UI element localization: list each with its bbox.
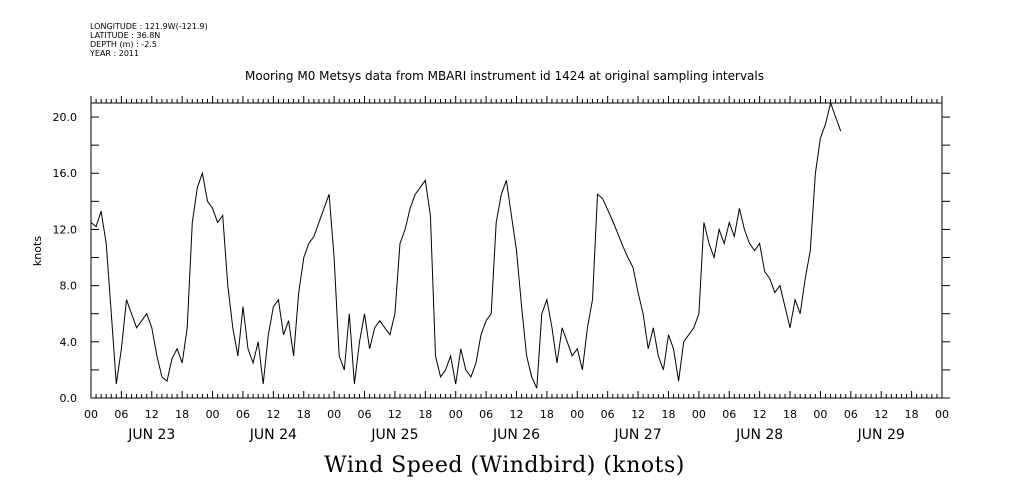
x-tick-label: 06 xyxy=(358,408,372,421)
y-axis-label: knots xyxy=(31,236,44,266)
chart-series xyxy=(90,101,842,389)
day-label: JUN 29 xyxy=(857,427,905,443)
y-tick-label: 12.0 xyxy=(53,223,78,236)
x-tick-label: 00 xyxy=(813,408,827,421)
y-tick-label: 8.0 xyxy=(60,280,78,293)
x-tick-label: 18 xyxy=(905,408,919,421)
day-label: JUN 28 xyxy=(735,427,783,443)
x-tick-label: 18 xyxy=(175,408,189,421)
x-tick-label: 00 xyxy=(570,408,584,421)
x-tick-label: 06 xyxy=(236,408,250,421)
x-tick-label: 00 xyxy=(935,408,949,421)
x-tick-label: 06 xyxy=(601,408,615,421)
x-tick-label: 12 xyxy=(388,408,402,421)
x-tick-label: 12 xyxy=(631,408,645,421)
x-tick-label: 12 xyxy=(266,408,280,421)
y-tick-label: 0.0 xyxy=(60,392,78,405)
x-tick-label: 18 xyxy=(661,408,675,421)
x-tick-label: 12 xyxy=(145,408,159,421)
y-tick-label: 16.0 xyxy=(53,167,78,180)
y-tick-label: 4.0 xyxy=(60,336,78,349)
day-label: JUN 24 xyxy=(249,427,297,443)
x-tick-label: 00 xyxy=(327,408,341,421)
year-label: YEAR : 2011 xyxy=(90,49,140,58)
x-tick-label: 18 xyxy=(783,408,797,421)
x-tick-label: 06 xyxy=(722,408,736,421)
longitude-label: LONGITUDE : 121.9W(-121.9) xyxy=(90,22,208,31)
x-tick-label: 00 xyxy=(206,408,220,421)
x-tick-label: 06 xyxy=(844,408,858,421)
x-tick-label: 00 xyxy=(692,408,706,421)
x-tick-label: 18 xyxy=(540,408,554,421)
x-tick-label: 00 xyxy=(449,408,463,421)
x-tick-label: 12 xyxy=(874,408,888,421)
y-tick-label: 20.0 xyxy=(53,111,78,124)
x-tick-label: 06 xyxy=(479,408,493,421)
latitude-label: LATITUDE : 36.8N xyxy=(90,31,161,40)
x-tick-label: 18 xyxy=(297,408,311,421)
day-label: JUN 25 xyxy=(370,427,418,443)
chart-title: Mooring M0 Metsys data from MBARI instru… xyxy=(245,69,764,83)
day-label: JUN 23 xyxy=(127,427,175,443)
x-tick-label: 12 xyxy=(510,408,524,421)
depth-label: DEPTH (m) : -2.5 xyxy=(90,40,157,49)
day-label: JUN 27 xyxy=(614,427,662,443)
day-label: JUN 26 xyxy=(492,427,540,443)
station-metadata: LONGITUDE : 121.9W(-121.9) LATITUDE : 36… xyxy=(90,22,208,58)
x-tick-label: 00 xyxy=(84,408,98,421)
x-tick-label: 06 xyxy=(114,408,128,421)
x-tick-label: 12 xyxy=(753,408,767,421)
wind-speed-line xyxy=(90,101,842,389)
x-axis-label: Wind Speed (Windbird) (knots) xyxy=(324,453,685,478)
x-tick-label: 18 xyxy=(418,408,432,421)
chart-axes: 00 06 12 18 00 06 12 18 00 06 12 18 00 06 12 18 00 06 12 18… xyxy=(53,96,950,443)
